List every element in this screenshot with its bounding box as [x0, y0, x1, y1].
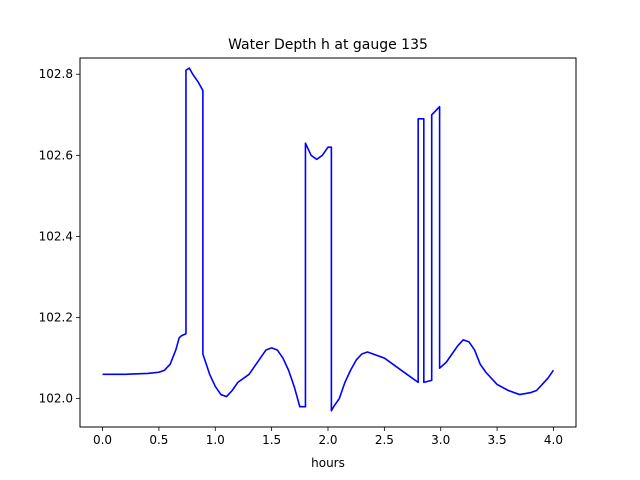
x-tick-label: 2.0 — [318, 433, 337, 447]
x-tick-label: 0.5 — [149, 433, 168, 447]
y-tick-label: 102.8 — [39, 67, 73, 81]
x-tick-label: 4.0 — [544, 433, 563, 447]
x-tick-label: 2.5 — [375, 433, 394, 447]
plot-area: 0.0 0.5 1.0 1.5 2.0 2.5 3.0 3.5 4.0 102.0 102.2 102… — [39, 57, 577, 447]
x-tick-label: 1.0 — [206, 433, 225, 447]
y-tick-label: 102.6 — [39, 148, 73, 162]
y-tick-label: 102.2 — [39, 311, 73, 325]
x-axis-label: hours — [311, 456, 345, 470]
y-tick-label: 102.4 — [39, 229, 73, 243]
x-tick-label: 3.5 — [488, 433, 507, 447]
series-line-0 — [102, 67, 555, 412]
chart-title: Water Depth h at gauge 135 — [228, 37, 428, 53]
x-tick-label: 1.5 — [262, 433, 281, 447]
x-tick-label: 3.0 — [431, 433, 450, 447]
x-tick-label: 0.0 — [93, 433, 112, 447]
y-tick-label: 102.0 — [39, 392, 73, 406]
